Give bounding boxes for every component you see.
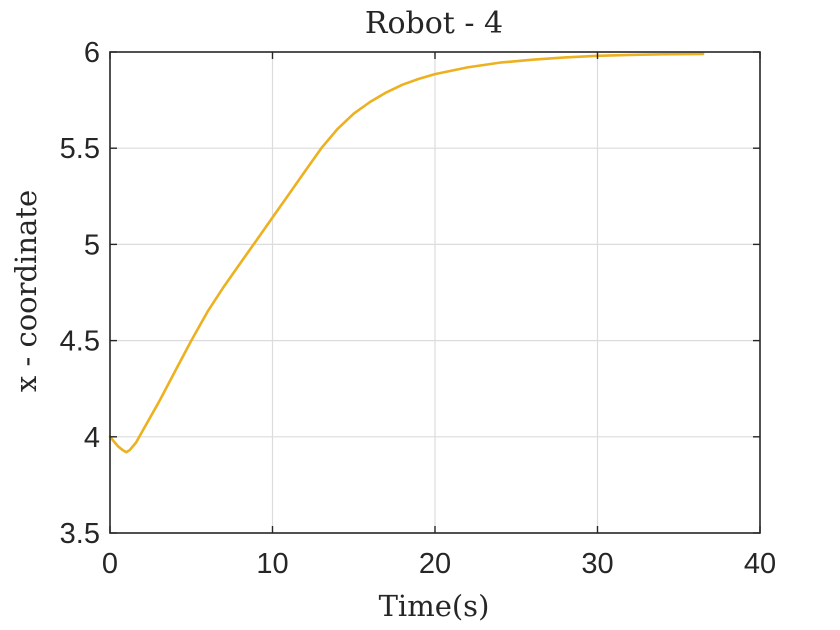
y-tick-label: 5: [84, 229, 100, 261]
y-tick-label: 4: [84, 422, 100, 454]
y-axis-label: x - coordinate: [9, 190, 43, 392]
x-tick-label: 0: [102, 548, 118, 580]
x-tick-labels: 0 10 20 30 40: [102, 548, 776, 580]
x-tick-label: 10: [256, 548, 288, 580]
y-tick-label: 4.5: [60, 326, 100, 358]
series-line: [108, 52, 705, 454]
y-tick-labels: 3.5 4 4.5 5 5.5 6: [60, 37, 100, 550]
chart-title: Robot - 4: [365, 6, 503, 41]
axis-ticks: [109, 51, 761, 534]
x-tick-label: 30: [581, 548, 613, 580]
y-tick-label: 3.5: [60, 518, 100, 550]
y-tick-label: 5.5: [60, 133, 100, 165]
x-tick-label: 40: [744, 548, 776, 580]
x-axis-label: Time(s): [379, 589, 490, 623]
y-tick-label: 6: [84, 37, 100, 69]
grid-lines: [110, 52, 760, 533]
series-layer: [108, 52, 705, 454]
x-tick-label: 20: [419, 548, 451, 580]
